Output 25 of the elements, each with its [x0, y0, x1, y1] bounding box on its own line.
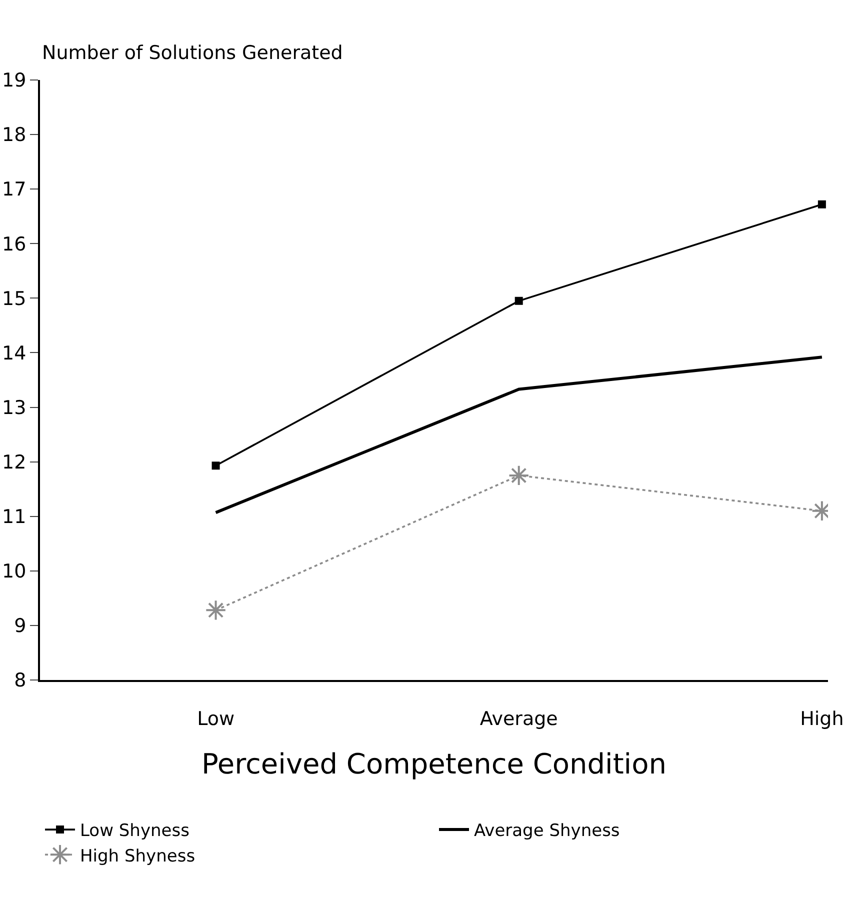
- point: [205, 600, 226, 621]
- x-tick-label: High: [800, 708, 844, 730]
- y-tick-label: 14: [2, 342, 26, 364]
- y-tick-label: 15: [2, 288, 26, 310]
- legend-label: High Shyness: [80, 846, 196, 866]
- y-tick-label: 19: [2, 70, 26, 92]
- point: [508, 464, 530, 486]
- point: [818, 200, 826, 208]
- y-tick-label: 10: [2, 560, 26, 583]
- x-axis-title: Perceived Competence Condition: [202, 747, 666, 780]
- x-tick-label: Average: [480, 708, 558, 730]
- y-tick-label: 8: [14, 670, 26, 692]
- x-tick-label: Low: [197, 708, 234, 730]
- y-tick-label: 16: [2, 233, 26, 256]
- y-tick-label: 11: [2, 506, 26, 528]
- y-axis-title: Number of Solutions Generated: [42, 42, 343, 64]
- y-tick-label: 18: [2, 124, 26, 146]
- y-tick-label: 13: [2, 396, 26, 419]
- y-tick-label: 12: [2, 451, 26, 474]
- legend-label: Average Shyness: [474, 821, 620, 842]
- legend-label: Low Shyness: [80, 821, 190, 842]
- y-tick-label: 9: [14, 615, 26, 638]
- point: [212, 462, 220, 470]
- y-tick-label: 17: [2, 178, 26, 201]
- point: [514, 296, 523, 305]
